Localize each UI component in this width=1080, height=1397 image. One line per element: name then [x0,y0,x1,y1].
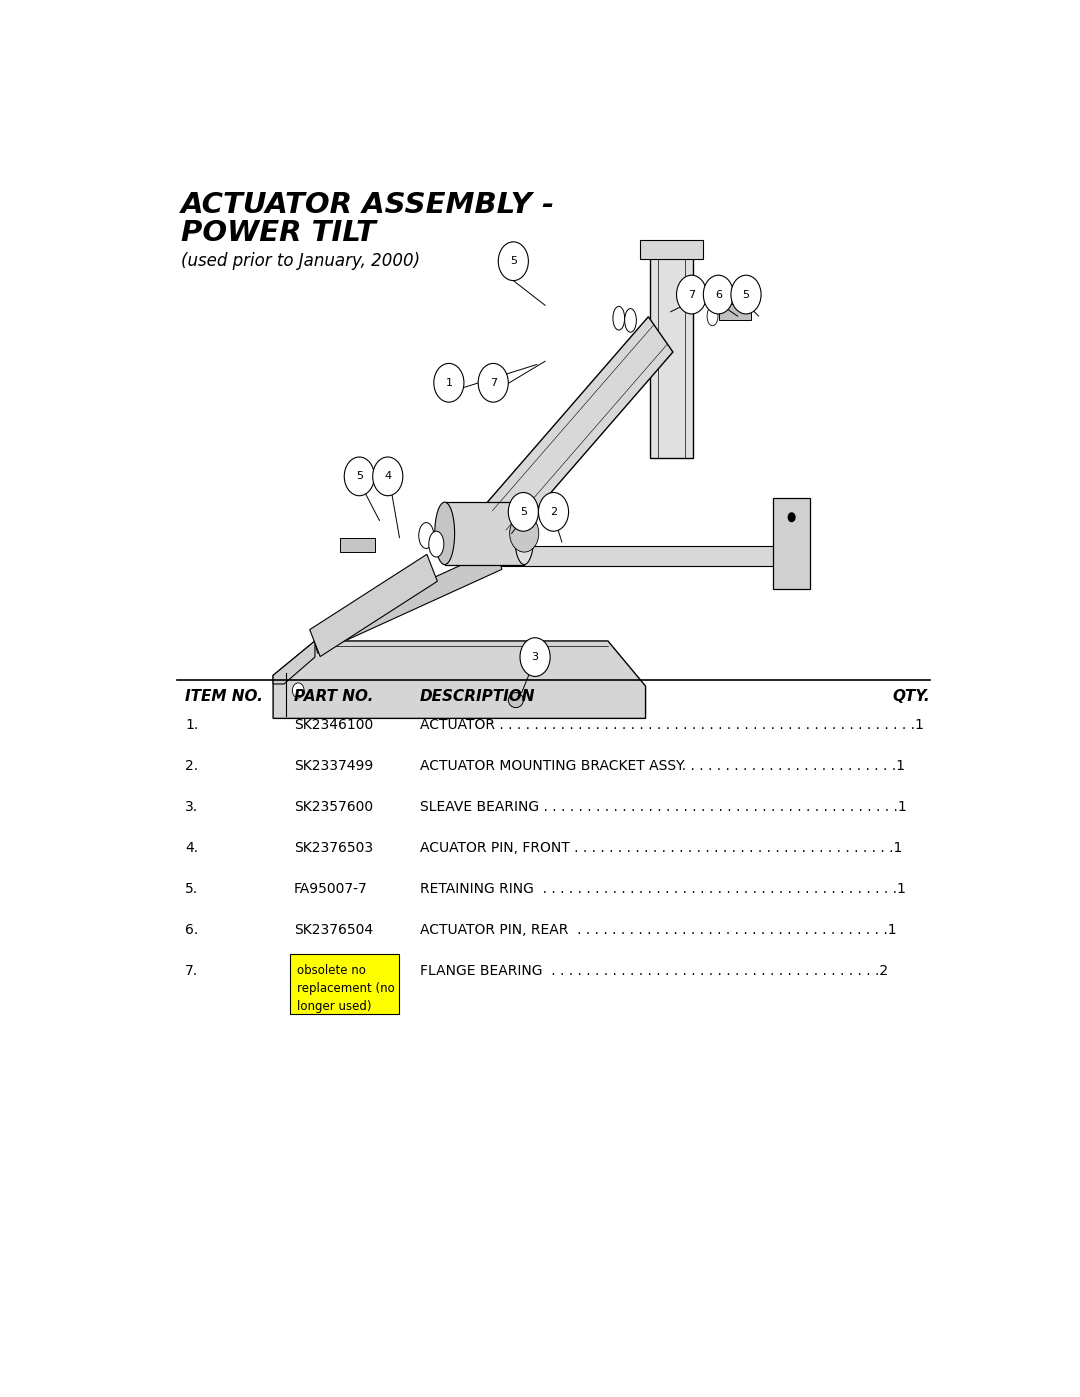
Bar [773,497,810,590]
Text: 7.: 7. [186,964,199,978]
Circle shape [293,683,305,698]
Ellipse shape [514,502,535,564]
Ellipse shape [624,309,636,332]
Ellipse shape [419,522,434,549]
Text: 1.: 1. [186,718,199,732]
Text: 2.: 2. [186,760,199,774]
Ellipse shape [429,531,444,557]
Polygon shape [499,546,788,566]
Polygon shape [487,317,673,538]
Text: SK2346100: SK2346100 [294,718,374,732]
Text: 4.: 4. [186,841,199,855]
Ellipse shape [435,502,455,564]
Ellipse shape [509,693,524,708]
Text: SK2357600: SK2357600 [294,800,374,814]
Text: 3.: 3. [186,800,199,814]
Text: 5: 5 [519,507,527,517]
Circle shape [731,275,761,314]
Text: SK2376503: SK2376503 [294,841,374,855]
Circle shape [539,493,568,531]
Text: ITEM NO.: ITEM NO. [186,689,264,704]
Circle shape [788,513,795,521]
Text: RETAINING RING  . . . . . . . . . . . . . . . . . . . . . . . . . . . . . . . . : RETAINING RING . . . . . . . . . . . . .… [420,882,905,895]
Circle shape [434,363,464,402]
Circle shape [509,493,539,531]
Circle shape [478,363,509,402]
Text: (used prior to January, 2000): (used prior to January, 2000) [181,251,420,270]
Text: 4: 4 [384,471,391,482]
Circle shape [703,275,733,314]
Bar [719,305,751,320]
Circle shape [498,242,528,281]
Text: POWER TILT: POWER TILT [181,219,376,247]
Text: DESCRIPTION: DESCRIPTION [420,689,535,704]
Circle shape [345,457,375,496]
Circle shape [510,514,539,552]
Text: SLEAVE BEARING . . . . . . . . . . . . . . . . . . . . . . . . . . . . . . . . .: SLEAVE BEARING . . . . . . . . . . . . .… [420,800,906,814]
Text: 7: 7 [489,377,497,388]
Circle shape [676,275,706,314]
Text: FLANGE BEARING  . . . . . . . . . . . . . . . . . . . . . . . . . . . . . . . . : FLANGE BEARING . . . . . . . . . . . . .… [420,964,888,978]
Polygon shape [312,549,502,654]
Circle shape [521,637,550,676]
Text: FA95007-7: FA95007-7 [294,882,368,895]
Text: QTY.: QTY. [892,689,930,704]
FancyBboxPatch shape [289,954,400,1014]
Ellipse shape [707,306,718,326]
Text: ACTUATOR . . . . . . . . . . . . . . . . . . . . . . . . . . . . . . . . . . . .: ACTUATOR . . . . . . . . . . . . . . . .… [420,718,923,732]
Text: 5: 5 [743,289,750,299]
Text: 7: 7 [688,289,696,299]
Text: 5.: 5. [186,882,199,895]
Circle shape [373,457,403,496]
Polygon shape [273,641,646,718]
Text: ACTUATOR MOUNTING BRACKET ASSY. . . . . . . . . . . . . . . . . . . . . . . . .1: ACTUATOR MOUNTING BRACKET ASSY. . . . . … [420,760,905,774]
Polygon shape [310,555,437,657]
Text: obsolete no
replacement (no
longer used): obsolete no replacement (no longer used) [297,964,394,1013]
Text: 1: 1 [445,377,453,388]
Ellipse shape [613,306,624,330]
Text: ACUATOR PIN, FRONT . . . . . . . . . . . . . . . . . . . . . . . . . . . . . . .: ACUATOR PIN, FRONT . . . . . . . . . . .… [420,841,902,855]
Text: PART NO.: PART NO. [294,689,374,704]
Text: 2: 2 [550,507,557,517]
Polygon shape [273,641,315,685]
Text: 5: 5 [510,256,517,267]
Text: SK2337499: SK2337499 [294,760,374,774]
Text: ACTUATOR ASSEMBLY -: ACTUATOR ASSEMBLY - [181,191,555,219]
Text: 5: 5 [355,471,363,482]
Bar [650,249,693,458]
Text: 6.: 6. [186,923,199,937]
Text: 6: 6 [715,289,721,299]
Bar [639,240,703,258]
Text: ACTUATOR PIN, REAR  . . . . . . . . . . . . . . . . . . . . . . . . . . . . . . : ACTUATOR PIN, REAR . . . . . . . . . . .… [420,923,896,937]
Bar [340,538,375,552]
Bar [445,502,524,564]
Text: 3: 3 [531,652,539,662]
Text: SK2376504: SK2376504 [294,923,374,937]
